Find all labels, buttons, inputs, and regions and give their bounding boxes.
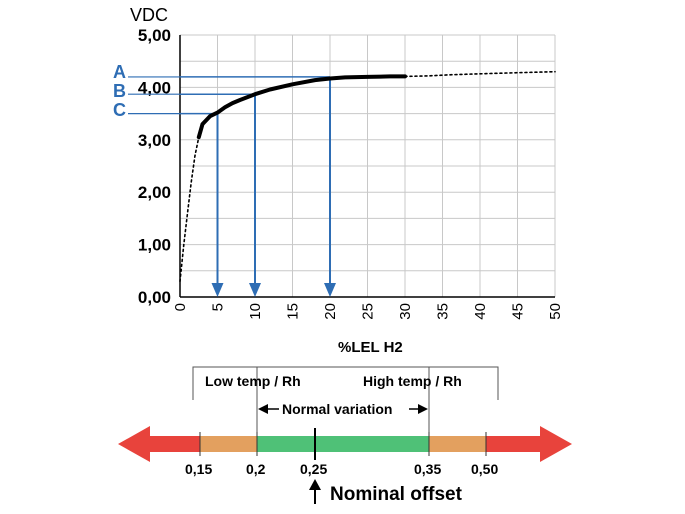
- right-red-arrow: [486, 426, 572, 462]
- grid: [179, 34, 556, 298]
- scale-tick-label: 0,2: [246, 461, 266, 477]
- normal-left-arrowhead: [258, 404, 268, 414]
- offset-scale: Low temp / Rh High temp / Rh Normal vari…: [118, 366, 572, 505]
- x-ticks: 0 5 10 15 20 25 30 35 40 45 50: [172, 303, 564, 320]
- chart: VDC 0,00 1,00 2,00 3,00 4,00 5,00 0 5 10 15 20 25 3…: [113, 5, 564, 356]
- marker-arrowhead: [211, 283, 224, 297]
- scale-tick-label: 0,15: [185, 461, 212, 477]
- green-segment: [257, 436, 429, 452]
- low-temp-label: Low temp / Rh: [205, 373, 301, 389]
- x-tick-label: 15: [285, 303, 302, 320]
- y-tick-label: 1,00: [138, 236, 171, 255]
- normal-right-arrowhead: [418, 404, 428, 414]
- scale-tick-label: 0,25: [300, 461, 327, 477]
- x-tick-label: 10: [247, 303, 264, 320]
- scale-tick-label: 0,35: [414, 461, 441, 477]
- x-tick-label: 40: [472, 303, 489, 320]
- nominal-arrowhead: [309, 479, 321, 490]
- marker-label-a: A: [113, 62, 126, 82]
- x-tick-label: 35: [435, 303, 452, 320]
- y-ticks: 0,00 1,00 2,00 3,00 4,00 5,00: [138, 26, 171, 307]
- high-bracket: [429, 366, 499, 400]
- x-tick-label: 5: [210, 303, 227, 311]
- low-bracket: [192, 366, 257, 400]
- x-tick-label: 45: [510, 303, 527, 320]
- scale-tick-label: 0,50: [471, 461, 498, 477]
- orange-segment-left: [200, 436, 257, 452]
- y-tick-label: 2,00: [138, 183, 171, 202]
- marker-arrowhead: [324, 283, 336, 297]
- x-tick-label: 20: [322, 303, 339, 320]
- y-tick-label: 5,00: [138, 26, 171, 45]
- x-tick-label: 0: [172, 303, 189, 311]
- series-group: [179, 70, 556, 283]
- dotted-series-line: [404, 70, 556, 78]
- y-tick-label: 4,00: [138, 78, 171, 97]
- orange-segment-right: [429, 436, 486, 452]
- dotted-series-line: [179, 136, 200, 283]
- marker-label-c: C: [113, 100, 126, 120]
- normal-variation-label: Normal variation: [282, 401, 392, 417]
- x-tick-label: 50: [547, 303, 564, 320]
- x-tick-label: 30: [397, 303, 414, 320]
- marker-label-b: B: [113, 81, 126, 101]
- solid-series-line: [196, 74, 407, 140]
- y-tick-label: 0,00: [138, 288, 171, 307]
- x-tick-label: 25: [360, 303, 377, 320]
- y-axis-label: VDC: [130, 5, 168, 25]
- high-temp-label: High temp / Rh: [363, 373, 462, 389]
- nominal-offset-label: Nominal offset: [330, 484, 463, 505]
- y-tick-label: 3,00: [138, 131, 171, 150]
- x-axis-label: %LEL H2: [338, 339, 403, 356]
- marker-arrowhead: [249, 283, 261, 297]
- left-red-arrow: [118, 426, 200, 462]
